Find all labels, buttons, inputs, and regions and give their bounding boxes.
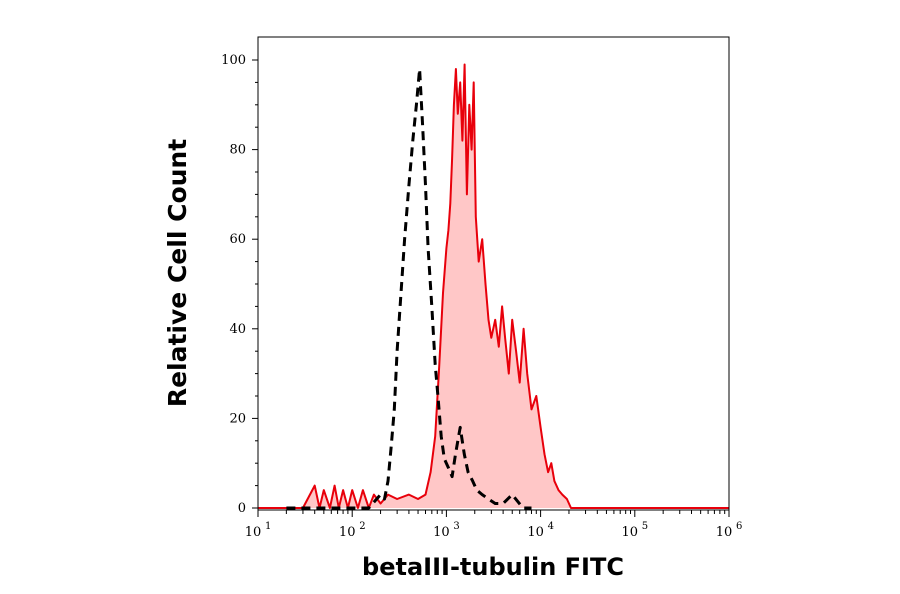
y-tick-label: 60	[229, 232, 246, 247]
x-tick-label-exponent: 3	[453, 521, 459, 532]
x-tick-label-base: 10	[245, 525, 262, 540]
x-tick-label-base: 10	[433, 525, 450, 540]
x-tick-label-exponent: 1	[265, 521, 271, 532]
x-tick-label-exponent: 4	[548, 521, 554, 532]
x-tick-label-base: 10	[339, 525, 356, 540]
control-series-line	[286, 67, 532, 510]
x-tick-label-exponent: 2	[359, 521, 365, 532]
x-tick-label-base: 10	[716, 525, 733, 540]
series-layer	[258, 63, 729, 510]
x-tick-label-exponent: 5	[642, 521, 648, 532]
y-tick-label: 20	[229, 411, 246, 426]
x-tick-label-base: 10	[527, 525, 544, 540]
x-tick-label-exponent: 6	[736, 521, 742, 532]
plot-frame	[257, 36, 730, 511]
y-tick-label: 100	[221, 53, 246, 68]
y-tick-label: 0	[238, 501, 246, 516]
x-axis-label: betaIII-tubulin FITC	[362, 553, 624, 581]
y-tick-label: 40	[229, 322, 246, 337]
x-tick-label-base: 10	[622, 525, 639, 540]
stained-series-area	[258, 64, 729, 508]
y-tick-label: 80	[229, 143, 246, 158]
y-axis-label: Relative Cell Count	[163, 139, 192, 407]
stained-series-line	[258, 63, 729, 509]
